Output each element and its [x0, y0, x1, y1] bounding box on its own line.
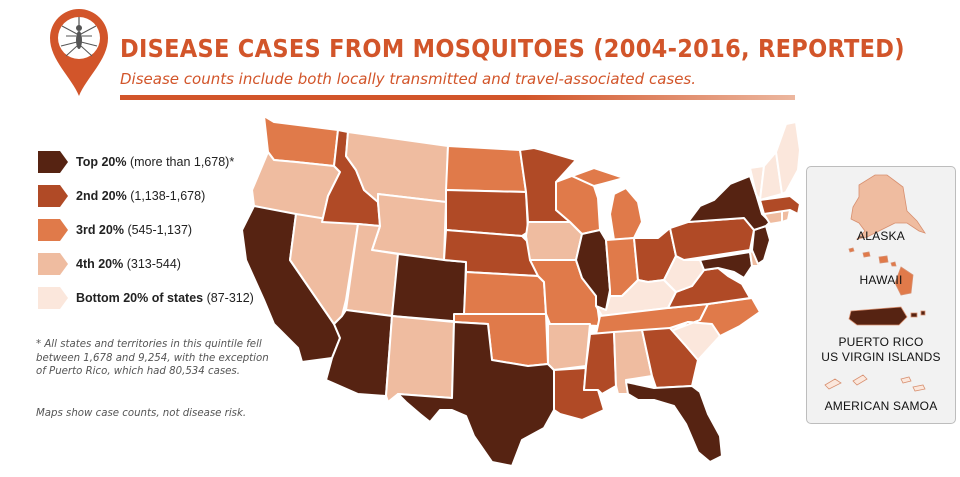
american-samoa-label: AMERICAN SAMOA: [824, 399, 938, 413]
legend-range-bottom: (87-312): [206, 291, 254, 305]
legend-swatch-bottom: [38, 287, 68, 309]
legend-range-fourth: (313-544): [126, 257, 181, 271]
virgin-islands-shape: [910, 310, 926, 318]
state-fl: [625, 381, 723, 463]
alaska-shape: [850, 174, 926, 240]
page-subtitle: Disease counts include both locally tran…: [120, 70, 697, 88]
legend-label-bottom: Bottom 20% of states: [76, 291, 204, 305]
legend-label-third: 3rd 20%: [76, 223, 124, 237]
footnote: * All states and territories in this qui…: [36, 339, 269, 378]
state-nm: [385, 315, 455, 403]
state-tx: [397, 321, 555, 467]
header: DISEASE CASES FROM MOSQUITOES (2004-2016…: [0, 0, 960, 105]
legend-item-third: 3rd 20% (545-1,137): [36, 218, 296, 242]
legend-swatch-second: [38, 185, 68, 207]
us-states-map: [241, 115, 800, 467]
state-wy: [371, 193, 447, 261]
puerto-rico-shape: [848, 306, 908, 326]
state-ia: [525, 221, 583, 261]
state-ny: [687, 175, 771, 231]
hawaii-shape: [848, 247, 914, 296]
legend-range-third: (545-1,137): [127, 223, 193, 237]
title-divider: [120, 95, 795, 100]
legend: Top 20% (more than 1,678)* 2nd 20% (1,13…: [36, 150, 296, 320]
page-title: DISEASE CASES FROM MOSQUITOES (2004-2016…: [120, 34, 905, 63]
alaska-label: ALASKA: [857, 229, 905, 243]
legend-item-top: Top 20% (more than 1,678)*: [36, 150, 296, 174]
risk-note: Maps show case counts, not disease risk.: [36, 408, 247, 419]
legend-swatch-third: [38, 219, 68, 241]
american-samoa-shape: [824, 374, 926, 392]
legend-item-second: 2nd 20% (1,138-1,678): [36, 184, 296, 208]
state-sd: [445, 189, 529, 237]
state-nc: [673, 297, 761, 337]
puerto-rico-label: PUERTO RICO: [838, 335, 924, 349]
state-co: [391, 253, 467, 323]
legend-swatch-fourth: [38, 253, 68, 275]
legend-label-fourth: 4th 20%: [76, 257, 124, 271]
legend-item-bottom: Bottom 20% of states (87-312): [36, 286, 296, 310]
state-ma: [759, 195, 800, 215]
state-az: [325, 309, 393, 397]
state-ar: [547, 323, 591, 371]
state-nd: [445, 145, 527, 193]
state-nj: [751, 225, 771, 265]
virgin-islands-label: US VIRGIN ISLANDS: [821, 350, 941, 364]
hawaii-label: HAWAII: [859, 273, 903, 287]
state-ks: [463, 271, 547, 315]
legend-range-second: (1,138-1,678): [130, 189, 206, 203]
mosquito-pin-icon: [50, 9, 108, 96]
legend-label-second: 2nd 20%: [76, 189, 127, 203]
state-ms: [583, 331, 617, 395]
state-me: [775, 121, 800, 195]
legend-swatch-top: [38, 151, 68, 173]
legend-item-fourth: 4th 20% (313-544): [36, 252, 296, 276]
legend-range-top: (more than 1,678)*: [129, 155, 235, 169]
state-wa: [263, 115, 339, 167]
state-mi: [571, 167, 643, 241]
territories-inset: ALASKA HAWAII PUERTO RICO US VIRGIN ISLA…: [806, 166, 956, 424]
legend-label-top: Top 20%: [76, 155, 127, 169]
